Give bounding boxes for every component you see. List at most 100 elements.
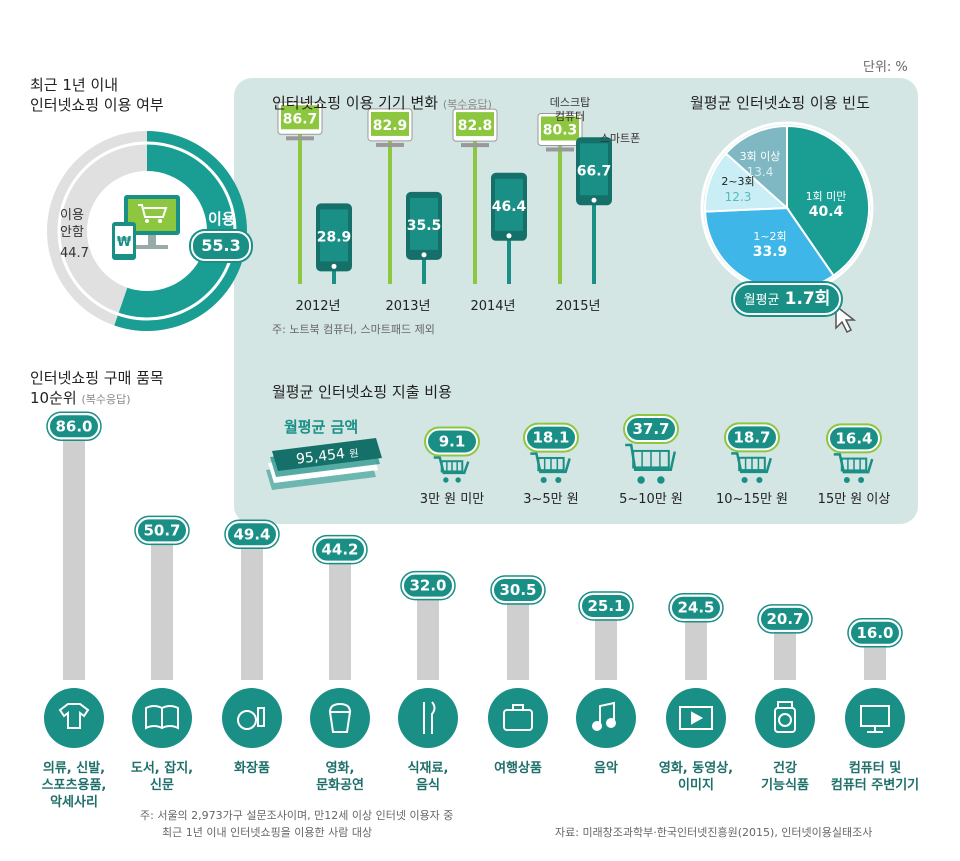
device-title-note: (복수응답) (442, 98, 492, 111)
usage-yes-value: 55.3 (191, 231, 251, 261)
spend-value-label: 37.7 (632, 420, 669, 438)
desktop-value-label: 80.3 (543, 122, 578, 138)
icon-glyph (774, 701, 796, 733)
top10-title-note: (복수응답) (81, 393, 131, 406)
cart-wheel (555, 476, 562, 484)
spend-category-label: 5~10만 원 (619, 492, 683, 507)
frequency-value-label: 13.4 (747, 165, 774, 179)
top10-value-badge (226, 521, 278, 548)
top10-bar (417, 585, 439, 680)
spend-badge-ring (523, 422, 579, 453)
top10-title-line1: 인터넷쇼핑 구매 품목 (30, 369, 164, 387)
top10-value-badge (492, 577, 544, 604)
cart-wheel (756, 476, 763, 484)
spend-badge-ring (424, 426, 480, 457)
device-cart-icon: ₩ (112, 195, 180, 260)
monitor-stand (867, 726, 883, 733)
spend-value-badge (828, 425, 880, 452)
top10-badge-ring (400, 570, 456, 601)
top10-badge-ring (847, 618, 903, 648)
top10-title-line2: 10순위 (30, 389, 77, 407)
top10-category-label: 이미지 (678, 777, 714, 793)
smartphone-screen (580, 143, 608, 196)
cart-frame (731, 452, 773, 474)
legend-desktop-1: 데스크탑 (549, 96, 591, 109)
smartphone-button (421, 252, 427, 258)
spend-category-label: 15만 원 이상 (818, 492, 891, 507)
device-note: 주: 노트북 컴퓨터, 스마트패드 제외 (272, 323, 435, 336)
cap-shape (777, 701, 793, 709)
spend-badge-ring (826, 423, 882, 454)
frequency-category-label: 1회 미만 (806, 190, 847, 203)
top10-badge-ring (46, 411, 102, 442)
icon-glyph (237, 707, 265, 730)
cart-wheel (540, 476, 547, 484)
frequency-average-label: 월평균 (743, 293, 780, 308)
top10-category-label: 여행상품 (494, 760, 542, 776)
top10-value-badge (136, 517, 188, 544)
suitcase-handle (512, 704, 524, 710)
legend-smartphone: 스마트폰 (599, 132, 641, 145)
desktop-bar (281, 105, 319, 130)
top10-value-badge (759, 605, 811, 632)
top10-category-label: 컴퓨터 주변기기 (831, 777, 919, 793)
top10-badge-ring (134, 515, 190, 546)
cart-wheel (657, 476, 665, 484)
top10-value-label: 86.0 (55, 417, 92, 435)
desktop-base (546, 147, 574, 152)
year-tick-label: 2013년 (385, 299, 430, 314)
note-head (606, 718, 616, 728)
top10-category-label: 화장품 (234, 760, 270, 776)
top10-category-label: 영화, 동영상, (659, 760, 733, 776)
spend-badge-ring (724, 422, 780, 453)
spend-category-label: 10~15만 원 (716, 492, 788, 507)
desktop-value-label: 86.7 (283, 111, 318, 127)
frequency-slice (786, 124, 870, 277)
spending-title: 월평균 인터넷쇼핑 지출 비용 (272, 383, 452, 401)
top10-value-label: 30.5 (499, 581, 536, 599)
cart-frame (433, 456, 470, 475)
top10-bar (507, 590, 529, 680)
frequency-slice (724, 124, 788, 211)
supplement-bottle-icon (755, 688, 815, 748)
top10-category-label: 스포츠용품, (42, 777, 107, 793)
utensils-icon (398, 688, 458, 748)
top10-category-label: 컴퓨터 및 (849, 760, 901, 776)
cart-frame (833, 453, 874, 474)
spend-value-badge (625, 416, 677, 442)
shirt-shape (58, 703, 90, 729)
cart-wheel (443, 477, 449, 483)
usage-no-label-1: 이용 (60, 208, 84, 223)
top10-badge-ring (224, 519, 280, 550)
top10-bar (329, 549, 351, 680)
legend-desktop-2: 컴퓨터 (554, 110, 586, 123)
icon-glyph (423, 701, 436, 734)
top10-category-label: 음악 (594, 760, 618, 776)
cart-wheel (858, 477, 865, 483)
smartphone-value-label: 46.4 (492, 199, 527, 215)
year-tick-label: 2012년 (295, 299, 340, 314)
cart-icon (625, 443, 677, 484)
cart-frame (625, 443, 677, 471)
frequency-category-label: 3회 이상 (740, 150, 781, 163)
spending-chart: 9.1 3만 원 미만 18.1 3~5만 원 37.7 5~10만 원 18.7 10~15… (420, 414, 891, 507)
top10-bar (241, 534, 263, 680)
spend-value-label: 16.4 (835, 429, 872, 447)
spend-value-label: 9.1 (439, 433, 466, 451)
popcorn-shape (328, 702, 352, 733)
spend-badge-ring (623, 414, 679, 444)
cart-wheel (843, 477, 850, 483)
top10-badge-ring (490, 575, 546, 605)
suitcase-shape (503, 709, 533, 731)
cart-wheel (455, 477, 461, 483)
cart-wheel (741, 476, 748, 484)
top10-value-label: 49.4 (233, 525, 270, 543)
icon-glyph (328, 702, 352, 733)
top10-bar (151, 530, 173, 680)
icon-glyph (592, 701, 616, 731)
top10-value-label: 50.7 (143, 521, 180, 539)
top10-bar (774, 618, 796, 680)
year-tick-label: 2014년 (470, 299, 515, 314)
device-change-chart: 86.7 28.9 2012년 82.9 35.5 2013년 82.8 46.4 2014년 8… (277, 101, 612, 314)
top10-badge-ring (757, 604, 813, 634)
